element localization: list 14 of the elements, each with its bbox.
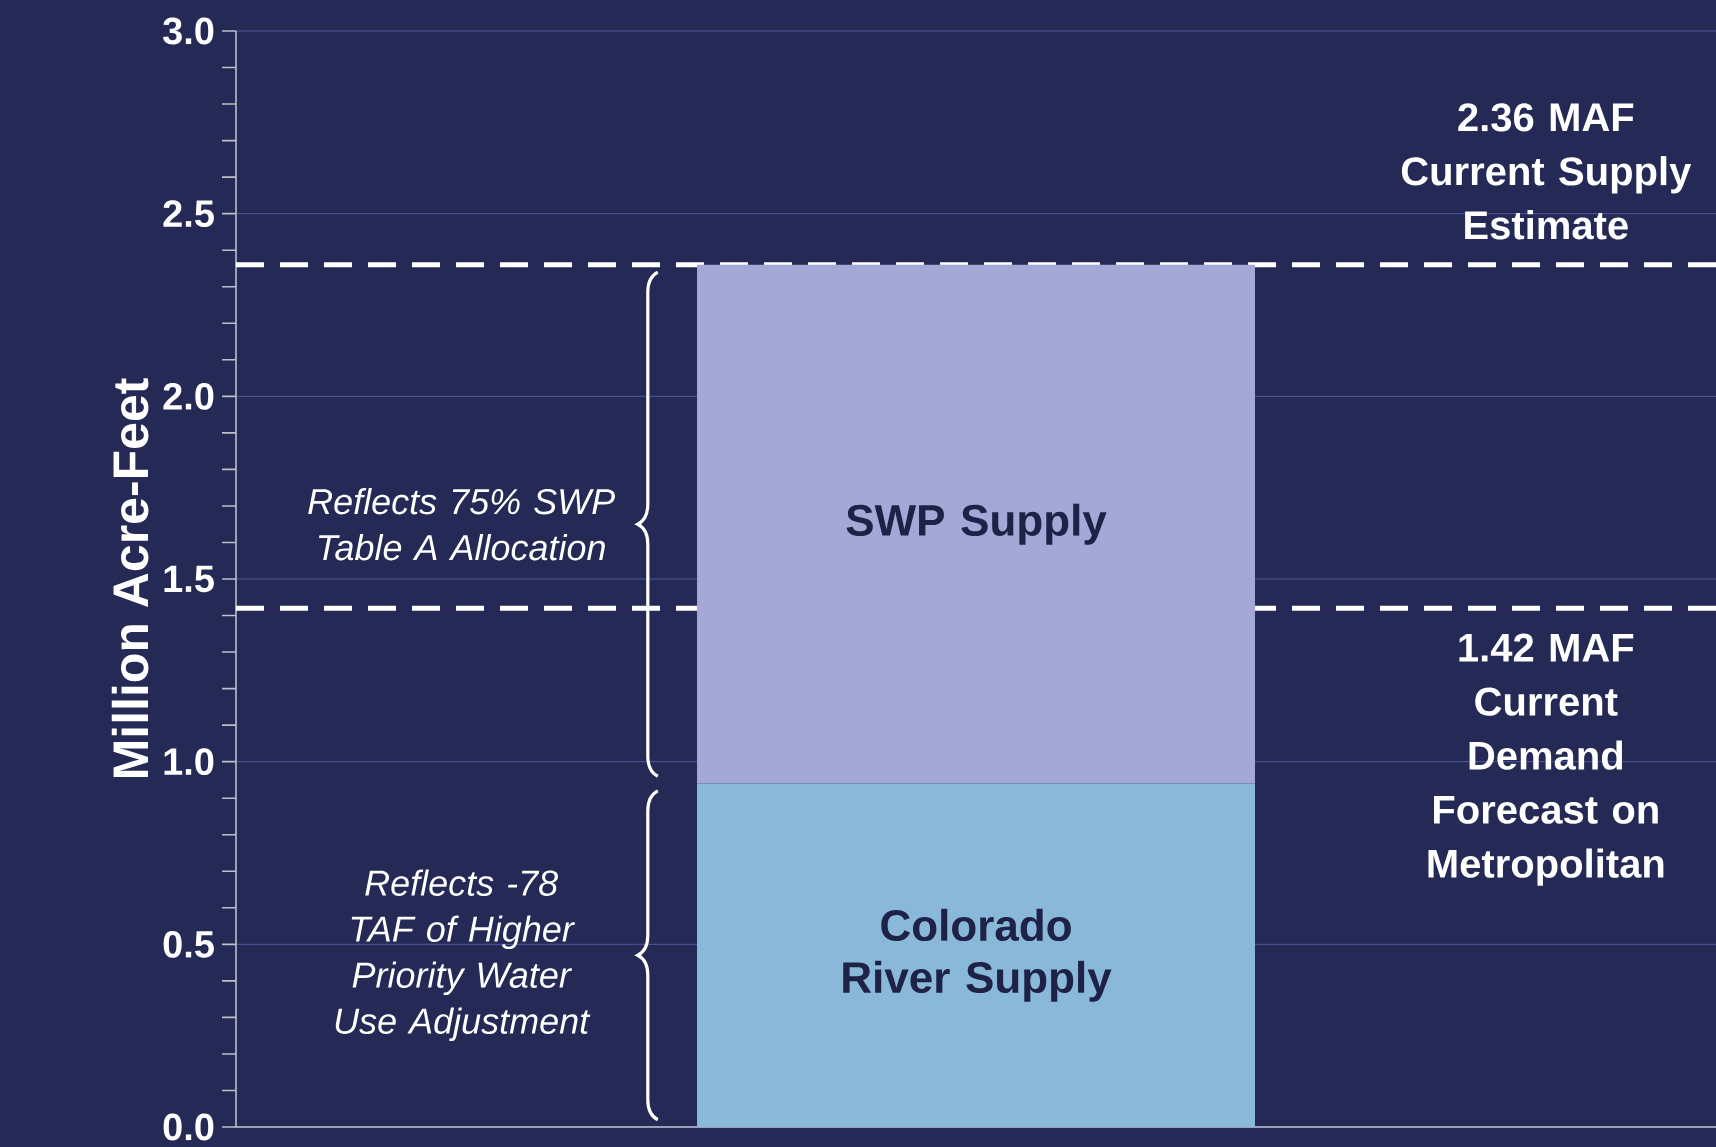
series-label: SWP Supply xyxy=(846,503,1107,545)
annotation: Reflects -78 TAF of Higher Priority Water Use Adjustment xyxy=(335,869,591,1042)
y-tick-label: 0.5 xyxy=(163,930,214,958)
y-tick-label: 1.5 xyxy=(164,565,214,593)
ref-line-label: 2.36 MAF Current Supply Estimate xyxy=(1401,103,1692,240)
y-tick-label: 0.0 xyxy=(163,1113,214,1141)
series-label: Colorado River Supply xyxy=(843,908,1112,1002)
annotation: Reflects 75% SWP Table A Allocation xyxy=(308,487,615,561)
y-axis-title: Million Acre-Feet xyxy=(111,378,149,778)
y-tick-label: 1.0 xyxy=(164,748,214,776)
y-tick-label: 3.0 xyxy=(163,17,214,45)
y-tick-label: 2.5 xyxy=(163,200,214,228)
ref-line-label: 1.42 MAF Current Demand Forecast on Metropolitan xyxy=(1428,633,1664,886)
y-tick-label: 2.0 xyxy=(163,382,214,410)
